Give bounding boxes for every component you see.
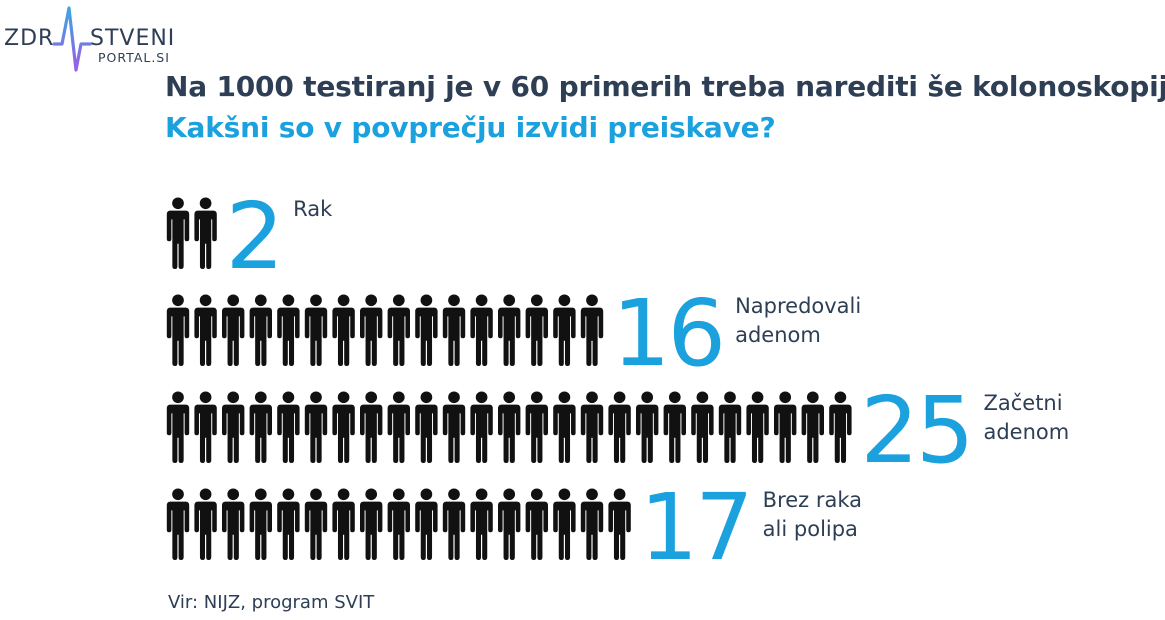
person-icon: [580, 391, 604, 464]
person-icon: [166, 197, 190, 270]
person-icon: [332, 391, 355, 464]
person-icon: [387, 294, 410, 367]
person-icon: [387, 488, 410, 561]
logo-subtext: PORTAL.SI: [98, 50, 170, 65]
logo-text-right: STVENI: [90, 26, 176, 51]
value-label: 25: [860, 377, 971, 484]
person-icon: [553, 294, 576, 367]
person-icon: [525, 391, 548, 464]
person-icon: [498, 488, 521, 561]
person-icon: [222, 294, 245, 367]
person-icon: [663, 391, 686, 464]
source-note: Vir: NIJZ, program SVIT: [168, 592, 375, 613]
person-icon: [525, 294, 548, 367]
person-icon: [166, 294, 190, 367]
person-icon: [222, 488, 245, 561]
person-icon: [415, 391, 438, 464]
person-icon: [387, 391, 410, 464]
person-icon: [304, 294, 328, 367]
person-icon: [166, 391, 190, 464]
person-icon: [277, 391, 300, 464]
category-label: Začetni: [983, 391, 1062, 415]
person-icon: [718, 391, 742, 464]
person-icon: [470, 488, 493, 561]
person-icon: [194, 294, 217, 367]
person-icon: [415, 488, 438, 561]
person-icon: [746, 391, 769, 464]
person-icon: [829, 391, 852, 464]
value-label: 17: [640, 474, 751, 581]
person-icon: [277, 294, 300, 367]
person-icon: [332, 294, 355, 367]
person-icon: [304, 391, 328, 464]
category-label: Rak: [293, 197, 333, 221]
person-icon: [222, 391, 245, 464]
person-icon: [442, 294, 466, 367]
person-icon: [608, 391, 631, 464]
person-icon: [470, 391, 493, 464]
person-icon: [360, 488, 383, 561]
category-label: ali polipa: [763, 517, 858, 541]
person-icon: [194, 197, 217, 270]
logo-text-left: ZDR: [4, 26, 55, 51]
person-icon: [774, 391, 797, 464]
person-icon: [415, 294, 438, 367]
value-label: 2: [226, 183, 282, 290]
person-icon: [304, 488, 328, 561]
person-icon: [801, 391, 824, 464]
title-line-1: Na 1000 testiranj je v 60 primerih treba…: [165, 70, 1165, 103]
person-icon: [249, 488, 272, 561]
logo-heartbeat-icon: [52, 6, 92, 72]
pictogram-row: 16 Napredovali adenom: [166, 280, 861, 387]
value-label: 16: [612, 280, 723, 387]
person-icon: [360, 294, 383, 367]
person-icon: [580, 294, 604, 367]
title-line-2: Kakšni so v povprečju izvidi preiskave?: [165, 111, 776, 144]
category-label: Brez raka: [763, 488, 862, 512]
person-icon: [580, 488, 604, 561]
logo: ZDR STVENI PORTAL.SI: [4, 6, 184, 72]
person-icon: [636, 391, 659, 464]
person-icon: [194, 391, 217, 464]
person-icon: [553, 488, 576, 561]
person-icon: [525, 488, 548, 561]
person-icon: [442, 488, 466, 561]
category-label: adenom: [983, 420, 1069, 444]
person-icon: [470, 294, 493, 367]
pictogram-row: 2 Rak: [166, 183, 333, 290]
person-icon: [249, 294, 272, 367]
person-icon: [608, 488, 631, 561]
person-icon: [553, 391, 576, 464]
person-icon: [332, 488, 355, 561]
category-label: adenom: [735, 323, 821, 347]
person-icon: [360, 391, 383, 464]
person-icon: [277, 488, 300, 561]
person-icon: [249, 391, 272, 464]
person-icon: [166, 488, 190, 561]
pictogram-row: 25 Začetni adenom: [166, 377, 1069, 484]
pictogram-row: 17 Brez raka ali polipa: [166, 474, 862, 581]
person-icon: [498, 391, 521, 464]
category-label: Napredovali: [735, 294, 861, 318]
person-icon: [194, 488, 217, 561]
person-icon: [691, 391, 714, 464]
person-icon: [498, 294, 521, 367]
person-icon: [442, 391, 466, 464]
